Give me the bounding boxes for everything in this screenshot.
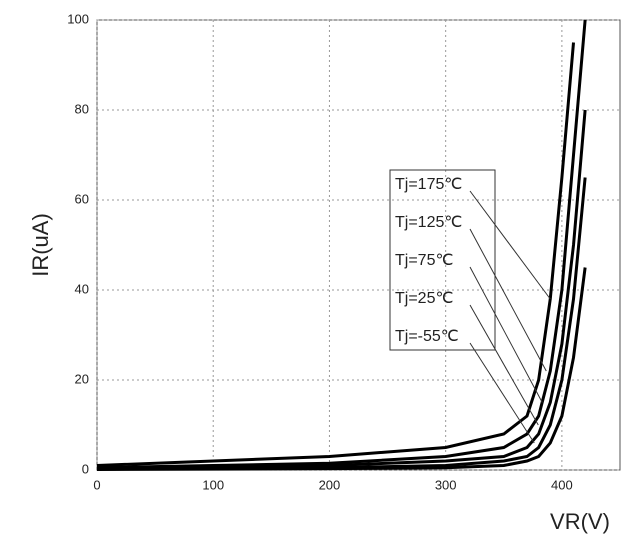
series-line — [96, 19, 587, 470]
legend-label: Tj=175℃ — [395, 176, 462, 193]
legend-leader — [469, 304, 539, 426]
y-tick-label: 20 — [75, 371, 89, 386]
x-tick-label: 400 — [551, 477, 573, 492]
y-tick-label: 60 — [75, 191, 89, 206]
x-tick-label: 0 — [93, 477, 100, 492]
legend-label: Tj=-55℃ — [395, 328, 459, 345]
legend-leader — [469, 266, 543, 403]
y-axis-title: IR(uA) — [28, 213, 53, 277]
series-line — [96, 177, 587, 471]
x-axis-title: VR(V) — [550, 509, 610, 534]
legend-leader — [469, 190, 551, 300]
legend-box — [389, 169, 496, 351]
legend-leader — [469, 228, 547, 372]
x-tick-label: 100 — [202, 477, 224, 492]
series-line — [96, 109, 587, 471]
series-line — [96, 267, 587, 472]
legend-leader — [469, 342, 535, 444]
y-tick-label: 80 — [75, 101, 89, 116]
legend-label: Tj=25℃ — [395, 290, 453, 307]
y-tick-label: 40 — [75, 281, 89, 296]
y-tick-label: 100 — [67, 11, 89, 26]
y-tick-label: 0 — [82, 461, 89, 476]
legend-label: Tj=75℃ — [395, 252, 453, 269]
x-tick-label: 300 — [435, 477, 457, 492]
series-line — [96, 42, 576, 467]
x-tick-label: 200 — [319, 477, 341, 492]
legend-label: Tj=125℃ — [395, 214, 462, 231]
